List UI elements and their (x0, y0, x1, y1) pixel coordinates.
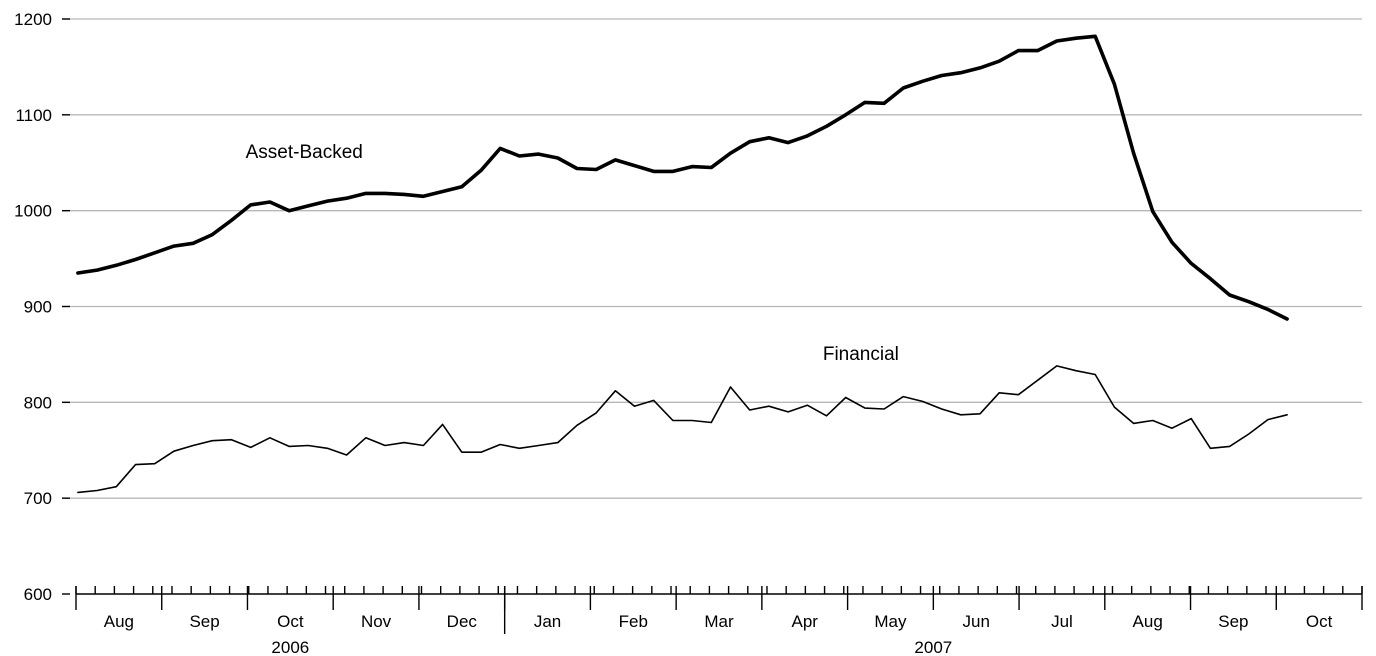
x-month-label: Aug (104, 612, 134, 631)
x-month-label: Jun (962, 612, 989, 631)
y-tick-label: 800 (24, 393, 52, 412)
x-month-label: Feb (619, 612, 648, 631)
x-month-label: Dec (447, 612, 478, 631)
x-month-labels: Aug Sep Oct Nov Dec Jan Feb Mar Apr May Jun Jul Aug S… (104, 612, 1333, 631)
y-tick-label: 600 (24, 585, 52, 604)
series-line-financial (77, 365, 1288, 494)
x-axis (75, 586, 1363, 634)
x-month-label: May (874, 612, 907, 631)
x-month-label: Sep (189, 612, 219, 631)
x-month-label: Jan (534, 612, 561, 631)
y-tick-labels: 600 700 800 900 1000 1100 1200 (14, 10, 52, 604)
y-tick-label: 1000 (14, 202, 52, 221)
x-year-labels: 2006 2007 (271, 638, 952, 656)
x-month-label: Sep (1218, 612, 1248, 631)
x-month-label: Oct (277, 612, 304, 631)
series-labels: Asset-Backed Financial (246, 142, 899, 365)
x-month-label: Mar (704, 612, 734, 631)
y-tick-label: 900 (24, 298, 52, 317)
x-year-label: 2006 (271, 638, 309, 656)
y-tick-label: 1200 (14, 10, 52, 29)
y-tick-label: 700 (24, 489, 52, 508)
x-year-label: 2007 (914, 638, 952, 656)
series-line-asset-backed (76, 34, 1289, 321)
series-label: Asset-Backed (246, 142, 363, 163)
x-month-label: Nov (361, 612, 392, 631)
series-label: Financial (823, 344, 899, 365)
x-month-label: Aug (1133, 612, 1163, 631)
x-month-label: Apr (791, 612, 818, 631)
x-month-label: Oct (1306, 612, 1333, 631)
y-tick-label: 1100 (15, 106, 52, 125)
series-lines (76, 34, 1289, 494)
gridlines (62, 18, 1362, 595)
x-month-label: Jul (1051, 612, 1073, 631)
